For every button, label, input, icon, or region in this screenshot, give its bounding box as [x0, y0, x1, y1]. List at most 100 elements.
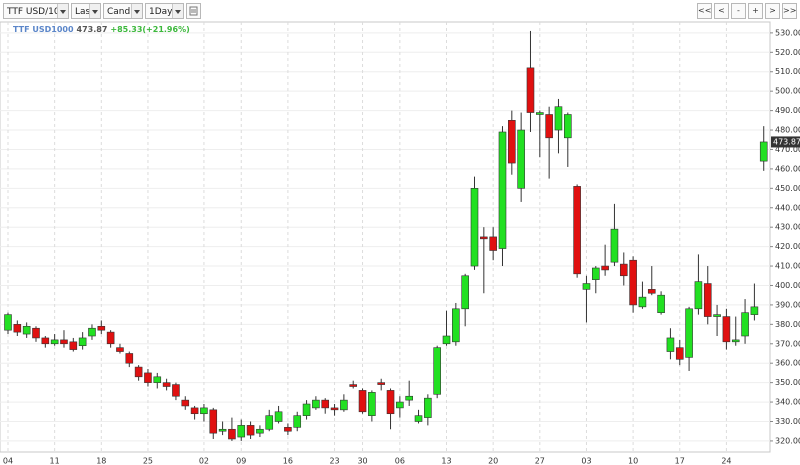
candle-body: [526, 67, 535, 113]
candle-body: [209, 409, 218, 434]
candle-body: [32, 327, 40, 339]
candle-body: [265, 415, 274, 430]
y-tick-label: 490.00: [775, 106, 800, 115]
candle-body: [713, 314, 721, 317]
y-tick-label: 410.00: [775, 262, 800, 271]
candle-body: [349, 384, 358, 387]
x-tick-label: 13: [441, 457, 451, 465]
candle-body: [508, 120, 516, 164]
nav-button[interactable]: -: [731, 3, 746, 19]
y-tick-label: 340.00: [775, 398, 800, 407]
candle-body: [116, 347, 124, 352]
candle-body: [480, 236, 488, 240]
nav-button[interactable]: >: [765, 3, 780, 19]
candle-body: [218, 428, 227, 432]
nav-button[interactable]: <<: [697, 3, 712, 19]
candle-body: [321, 399, 330, 409]
x-tick-label: 10: [628, 457, 638, 465]
x-tick-label: 03: [581, 457, 591, 465]
select-text: Last: [75, 7, 94, 17]
y-tick-label: 380.00: [775, 320, 800, 329]
legend-last: 473.87: [77, 25, 108, 34]
candle-body: [442, 335, 451, 345]
candle-body: [536, 112, 544, 115]
y-tick-label: 500.00: [775, 87, 800, 96]
candle-body: [405, 395, 413, 401]
nav-button[interactable]: <: [714, 3, 729, 19]
nav-button[interactable]: +: [748, 3, 763, 19]
price-select[interactable]: Last: [71, 3, 101, 19]
y-tick-label: 400.00: [775, 281, 800, 290]
candle-body: [293, 415, 302, 428]
x-tick-label: 25: [143, 457, 153, 465]
symbol-select[interactable]: TTF USD/100: [3, 3, 69, 19]
candle-body: [470, 188, 479, 267]
y-tick-label: 440.00: [775, 203, 800, 212]
candle-body: [582, 283, 591, 290]
x-tick-label: 27: [535, 457, 545, 465]
candle-body: [731, 339, 740, 343]
candle-body: [610, 228, 619, 263]
candle-body: [638, 296, 647, 308]
candle-body: [619, 263, 628, 277]
candle-body: [237, 425, 246, 438]
candle-body: [694, 281, 703, 310]
candle-body: [591, 267, 600, 280]
candle-body: [424, 397, 432, 418]
candle-body: [228, 428, 236, 440]
dropdown-arrow: [89, 4, 100, 18]
candle-body: [22, 325, 31, 335]
y-tick-label: 330.00: [775, 417, 800, 426]
x-tick-label: 02: [199, 457, 209, 465]
candle-body: [377, 382, 386, 385]
dropdown-arrow: [57, 4, 68, 18]
y-tick-label: 510.00: [775, 67, 800, 76]
y-tick-label: 450.00: [775, 184, 800, 193]
y-tick-label: 480.00: [775, 126, 800, 135]
candle-body: [489, 236, 497, 251]
x-tick-label: 09: [236, 457, 246, 465]
icon: [189, 6, 198, 16]
legend-symbol: TTF USD1000: [13, 25, 74, 34]
candle-body: [685, 308, 693, 358]
candle-body: [153, 376, 162, 383]
candle-body: [368, 392, 376, 416]
candle-body: [274, 411, 283, 422]
dropdown-arrow: [172, 4, 183, 18]
candle-body: [433, 347, 441, 395]
candle-body: [172, 384, 180, 397]
x-tick-label: 30: [357, 457, 367, 465]
x-tick-label: 06: [395, 457, 405, 465]
legend: TTF USD1000 473.87 +85.33(+21.96%): [13, 25, 190, 34]
candle-body: [284, 427, 292, 432]
y-tick-label: 520.00: [775, 48, 800, 57]
select-text: TTF USD/100: [7, 7, 66, 17]
nav-button[interactable]: >>: [782, 3, 797, 19]
settings-button[interactable]: [186, 3, 201, 19]
period-select[interactable]: 1Day: [145, 3, 184, 19]
candle-body: [573, 186, 581, 275]
candle-body: [703, 283, 712, 317]
x-tick-label: 24: [721, 457, 731, 465]
x-tick-label: 17: [675, 457, 685, 465]
y-tick-label: 430.00: [775, 223, 800, 232]
legend-change: +85.33(+21.96%): [110, 25, 189, 34]
y-tick-label: 460.00: [775, 164, 800, 173]
type-select[interactable]: Candle: [103, 3, 143, 19]
candle-body: [162, 382, 171, 387]
candle-body: [246, 425, 255, 436]
y-tick-label: 350.00: [775, 378, 800, 387]
y-tick-label: 420.00: [775, 242, 800, 251]
candle-body: [181, 399, 190, 407]
y-tick-label: 390.00: [775, 300, 800, 309]
candle-body: [88, 327, 96, 337]
candle-body: [340, 399, 348, 411]
x-tick-label: 04: [3, 457, 13, 465]
candle-body: [452, 308, 460, 343]
candle-body: [750, 306, 759, 315]
x-tick-label: 16: [283, 457, 293, 465]
candle-body: [69, 341, 78, 350]
candle-body: [498, 131, 507, 249]
